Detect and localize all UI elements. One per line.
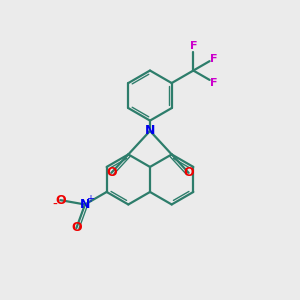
Text: F: F bbox=[190, 41, 197, 52]
Text: O: O bbox=[55, 194, 66, 207]
Text: N: N bbox=[145, 124, 155, 137]
Text: O: O bbox=[71, 221, 82, 235]
Text: N: N bbox=[80, 198, 90, 211]
Text: F: F bbox=[210, 78, 218, 88]
Text: +: + bbox=[86, 194, 94, 204]
Text: O: O bbox=[183, 166, 194, 179]
Text: -: - bbox=[52, 197, 58, 212]
Text: F: F bbox=[210, 53, 218, 64]
Text: O: O bbox=[106, 166, 117, 179]
